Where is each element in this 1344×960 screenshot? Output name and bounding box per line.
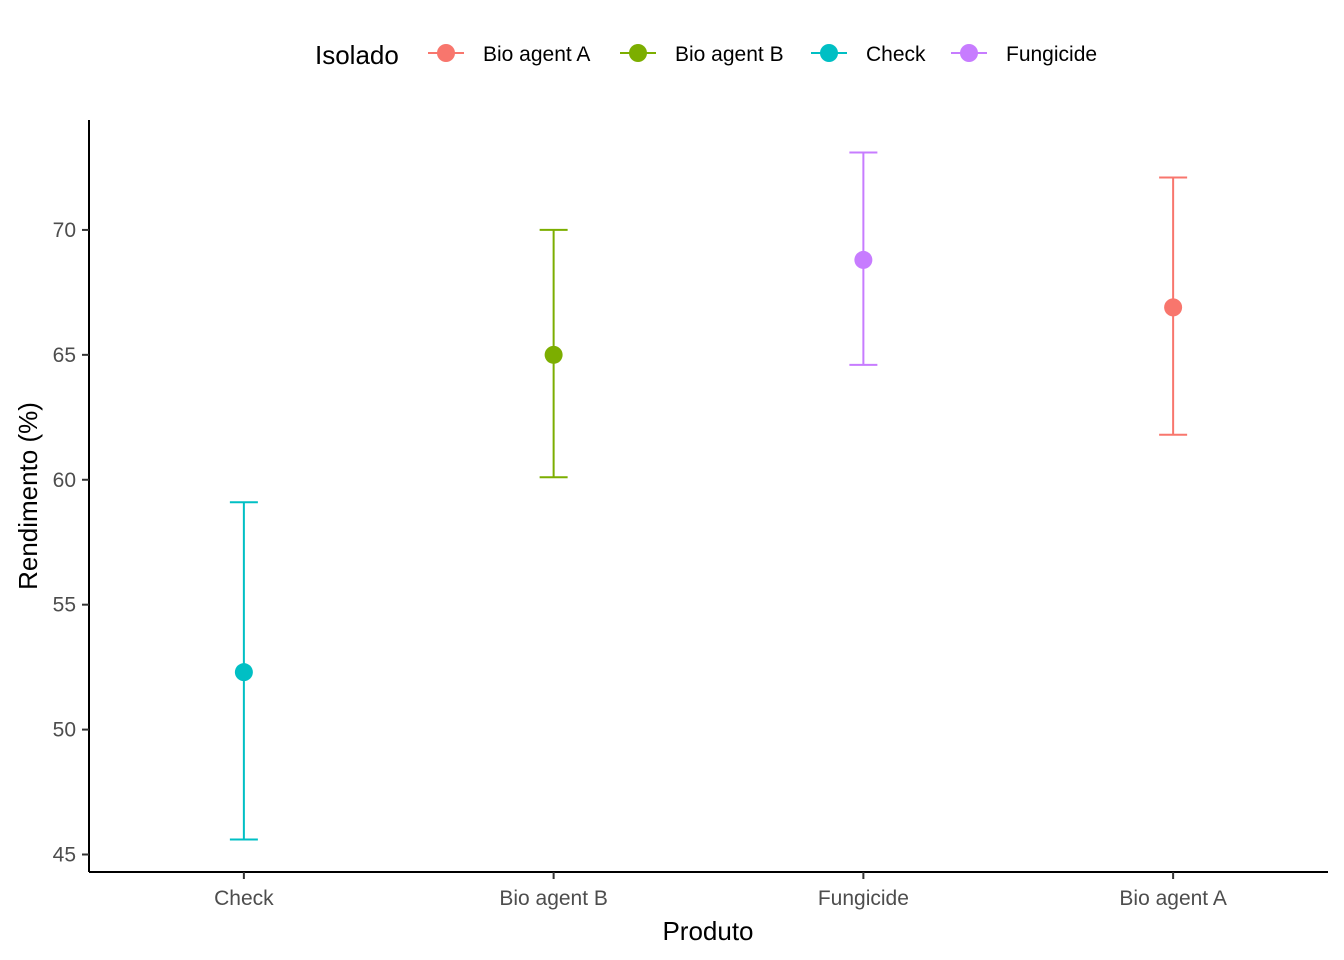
y-tick-label: 70 [53,219,76,242]
data-point [1164,298,1183,317]
y-axis-ticks: 45 50 55 60 65 70 [53,219,89,867]
legend-key-point [820,44,838,62]
series-bio-agent-b [539,228,568,479]
x-tick-label: Fungicide [818,887,909,910]
series-check [229,501,258,841]
y-tick-label: 60 [53,469,76,492]
legend-label: Check [866,43,926,66]
data-point [544,345,563,364]
plot-area [229,151,1188,841]
legend: Isolado Bio agent A Bio agent B Check Fungi… [315,40,1097,70]
legend-label: Fungicide [1006,43,1097,66]
legend-entry: Bio agent A [428,43,590,66]
x-axis-ticks: Check Bio agent B Fungicide Bio agent A [214,872,1227,910]
legend-key-point [437,44,455,62]
legend-entry: Fungicide [951,43,1097,66]
y-axis-title: Rendimento (%) [13,402,43,590]
series-bio-agent-a [1159,176,1188,436]
legend-key-point [629,44,647,62]
y-tick-label: 50 [53,719,76,742]
y-tick-label: 45 [53,844,76,867]
legend-title: Isolado [315,40,399,70]
series-fungicide [849,151,878,366]
x-tick-label: Bio agent B [499,887,608,910]
x-axis-title: Produto [662,916,753,946]
legend-entry: Bio agent B [620,43,784,66]
legend-label: Bio agent A [483,43,590,66]
legend-key-point [960,44,978,62]
y-tick-label: 65 [53,344,76,367]
legend-label: Bio agent B [675,43,784,66]
data-point [854,250,873,269]
data-point [234,663,253,682]
legend-entry: Check [811,43,926,66]
y-tick-label: 55 [53,594,76,617]
x-tick-label: Check [214,887,274,910]
x-tick-label: Bio agent A [1119,887,1226,910]
